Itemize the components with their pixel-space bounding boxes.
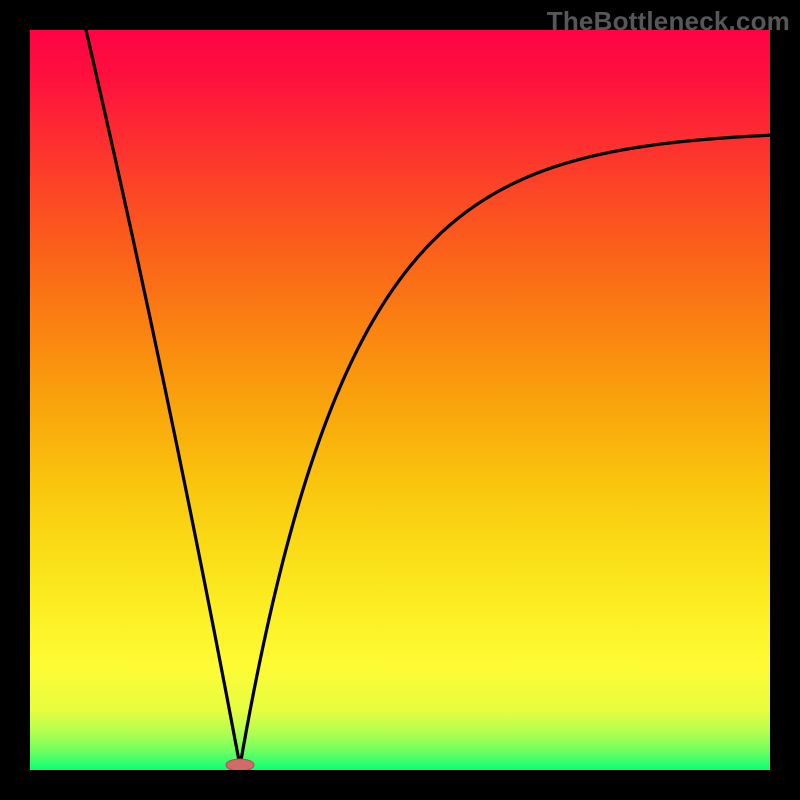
plot-area <box>30 30 770 770</box>
notch-marker <box>226 759 254 770</box>
bottleneck-curve <box>30 30 770 770</box>
chart-stage: TheBottleneck.com <box>0 0 800 800</box>
watermark-text: TheBottleneck.com <box>547 6 790 37</box>
